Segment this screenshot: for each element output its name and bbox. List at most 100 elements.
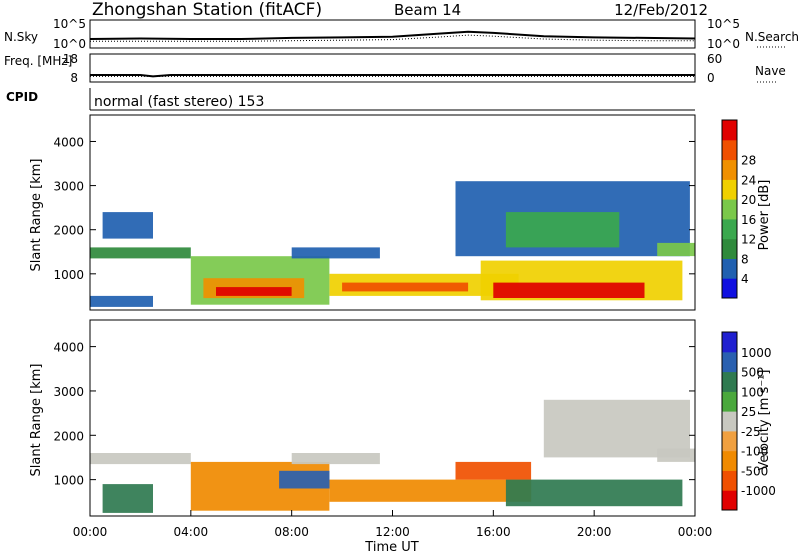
velocity-ytick-label-2: 3000 [53, 385, 84, 399]
time-tick-label-6: 00:00 [678, 525, 713, 539]
velocity-swatch-8 [722, 332, 737, 353]
velocity-swatch-0 [722, 490, 737, 511]
power-colorbar-border [721, 119, 738, 299]
power-y-axis: 1000 2000 3000 4000 [53, 135, 695, 282]
power-colorbar-label-1: 8 [741, 252, 749, 266]
power-swatch-0 [722, 278, 737, 299]
velocity-ytick-label-3: 4000 [53, 341, 84, 355]
time-tick-label-0: 00:00 [73, 525, 108, 539]
velocity-y-axis: 1000 2000 3000 4000 [53, 341, 695, 488]
power-region-6 [291, 247, 380, 259]
power-colorbar-label: Power [dB] [757, 180, 772, 251]
velocity-region-7 [505, 479, 683, 507]
power-swatch-3 [722, 218, 737, 240]
time-tick-label-1: 04:00 [174, 525, 209, 539]
velocity-ytick-label-1: 2000 [53, 429, 84, 443]
velocity-colorbar-label-5: 100 [741, 385, 764, 399]
velocity-region-5 [329, 479, 532, 502]
power-swatch-2 [722, 238, 737, 259]
power-region-10 [493, 282, 645, 298]
velocity-swatch-5 [722, 391, 737, 412]
freq-line [90, 74, 695, 78]
power-colorbar-label-3: 16 [741, 213, 756, 227]
noise-left-label: N.Sky [4, 30, 38, 44]
velocity-colorbar-label-1: -500 [741, 464, 768, 478]
velocity-swatch-1 [722, 470, 737, 491]
power-region-2 [90, 295, 153, 307]
freq-left-label: Freq. [MHz] [4, 54, 72, 68]
velocity-colorbar-label-0: -1000 [741, 484, 776, 498]
power-region-1 [102, 212, 153, 239]
power-ytick-label-3: 4000 [53, 135, 84, 149]
velocity-colorbar-label: Velocity [m s⁻¹] [757, 370, 772, 471]
velocity-region-3 [279, 470, 330, 489]
power-panel-border [89, 114, 696, 311]
noise-right-tick-bottom: 10^0 [707, 37, 740, 51]
noise-sky-line [89, 30, 696, 40]
nave-right-label: Nave [755, 64, 786, 78]
velocity-swatch-6 [722, 371, 737, 392]
time-xlabel: Time UT [364, 540, 418, 554]
velocity-heatmap [90, 399, 695, 513]
power-colorbar-label-2: 12 [741, 233, 756, 247]
power-colorbar: 4 8 12 16 20 24 28 [721, 119, 756, 299]
velocity-swatch-2 [722, 450, 737, 471]
noise-search-line [90, 34, 695, 42]
power-colorbar-label-5: 24 [741, 173, 756, 187]
power-ytick-label-0: 1000 [53, 268, 84, 282]
time-tick-label-2: 08:00 [274, 525, 309, 539]
noise-right-label: N.Search [745, 30, 799, 44]
velocity-swatch-4 [722, 411, 737, 432]
velocity-swatch-3 [722, 430, 737, 452]
time-tick-label-4: 16:00 [476, 525, 511, 539]
power-colorbar-label-6: 28 [741, 154, 756, 168]
velocity-region-1 [102, 484, 153, 513]
velocity-region-8 [543, 399, 690, 458]
power-heatmap [90, 181, 695, 307]
velocity-region-4 [291, 453, 380, 465]
velocity-ytick-label-0: 1000 [53, 474, 84, 488]
time-x-axis: 00:00 04:00 08:00 12:00 16:00 20:00 00:00 [73, 510, 713, 539]
freq-panel-frame [89, 53, 696, 83]
velocity-colorbar-border [721, 331, 738, 511]
station-title: Zhongshan Station (fitACF) [92, 0, 322, 20]
power-swatch-6 [722, 159, 737, 180]
cpid-program: normal (fast stereo) 153 [94, 94, 264, 110]
power-region-12 [505, 212, 620, 248]
power-region-5 [216, 287, 292, 296]
velocity-ylabel: Slant Range [km] [29, 364, 44, 477]
power-swatch-8 [722, 120, 737, 141]
freq-right-tick-top: 60 [707, 52, 722, 66]
velocity-colorbar-label-7: 1000 [741, 346, 772, 360]
power-region-0 [90, 247, 191, 259]
freq-right-tick-bottom: 0 [707, 71, 715, 85]
velocity-colorbar-label-2: -100 [741, 445, 768, 459]
velocity-colorbar-label-3: -25 [741, 425, 761, 439]
power-colorbar-label-0: 4 [741, 272, 749, 286]
power-colorbar-label-4: 20 [741, 193, 756, 207]
power-region-13 [657, 242, 695, 257]
noise-right-tick-top: 10^5 [707, 17, 740, 31]
time-tick-label-5: 20:00 [577, 525, 612, 539]
noise-left-tick-top: 10^5 [53, 17, 86, 31]
cpid-label: CPID [6, 90, 38, 104]
power-swatch-4 [722, 199, 737, 220]
power-ytick-label-1: 2000 [53, 224, 84, 238]
power-swatch-5 [722, 179, 737, 200]
noise-panel-frame [89, 19, 696, 49]
freq-left-tick-bottom: 8 [70, 71, 78, 85]
velocity-region-6 [455, 461, 532, 480]
power-ytick-label-2: 3000 [53, 180, 84, 194]
velocity-colorbar-label-4: 25 [741, 405, 756, 419]
noise-left-tick-bottom: 10^0 [53, 37, 86, 51]
velocity-colorbar-label-6: 500 [741, 366, 764, 380]
beam-label: Beam 14 [394, 1, 461, 19]
freq-left-tick-top: 18 [63, 52, 78, 66]
power-swatch-1 [722, 258, 737, 279]
velocity-colorbar: -1000 -500 -100 -25 25 100 500 1000 [721, 331, 776, 511]
velocity-swatch-7 [722, 351, 737, 373]
time-tick-label-3: 12:00 [375, 525, 410, 539]
power-region-8 [342, 282, 469, 292]
